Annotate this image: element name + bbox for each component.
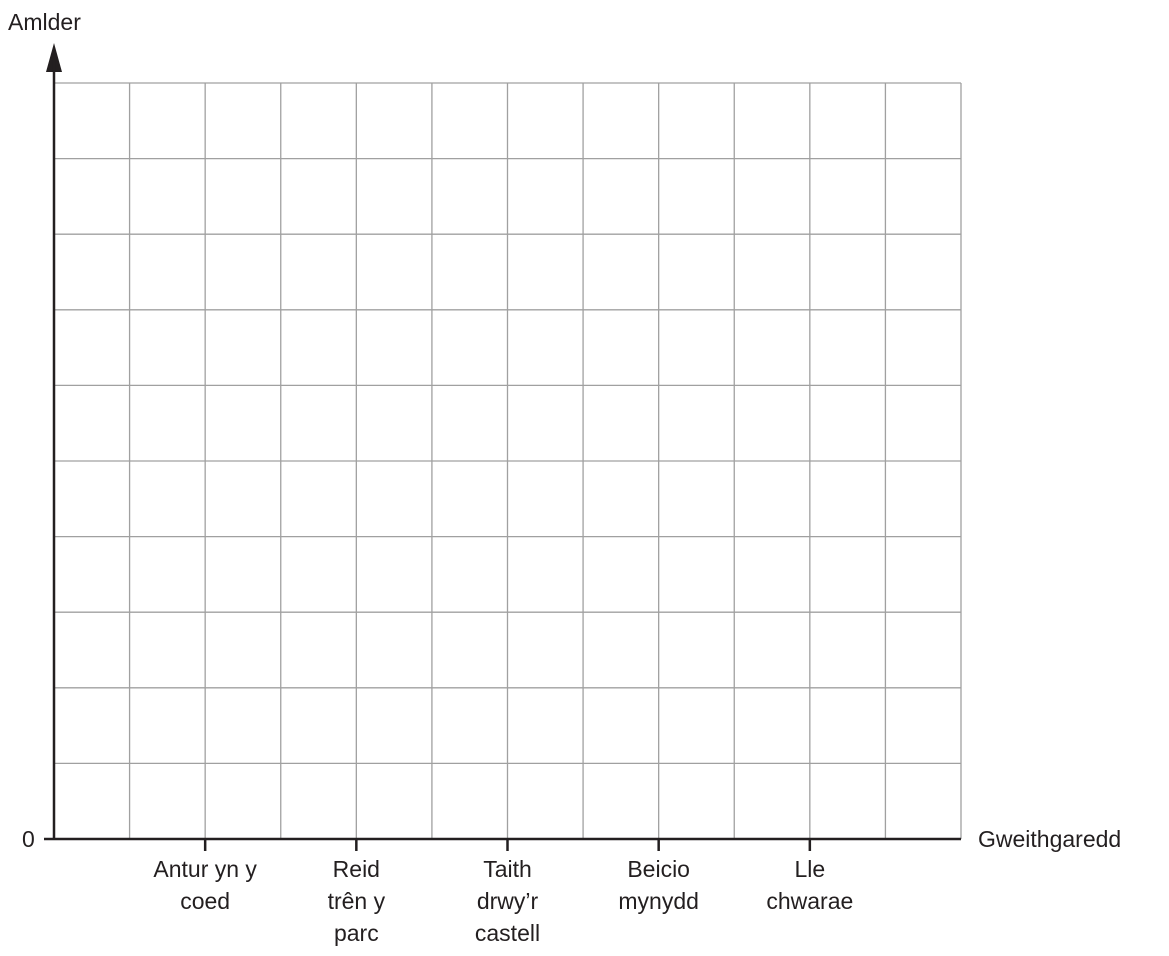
x-axis-label: Gweithgaredd [978,826,1122,852]
y-axis-arrow [46,43,62,72]
x-tick-label: Beicio mynydd [618,856,699,914]
x-tick-label: Reid trên y parc [327,856,386,946]
y-tick-label: 0 [22,826,35,852]
y-axis-label: Amlder [8,9,81,35]
x-tick-label: Antur yn y coed [153,856,257,914]
x-tick-label: Lle chwarae [766,856,854,914]
x-tick-label: Taith drwy’r castell [474,856,541,946]
